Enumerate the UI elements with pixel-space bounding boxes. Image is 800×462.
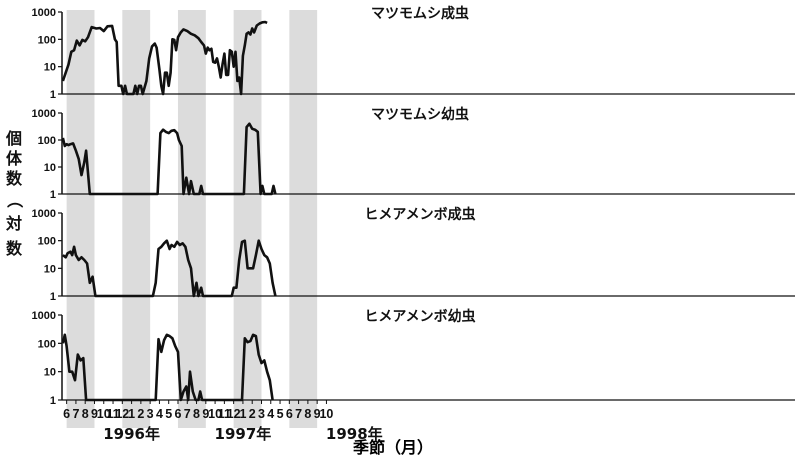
- series-line: [61, 122, 277, 196]
- y-tick-label: 10: [44, 263, 56, 275]
- x-tick-label: 9: [91, 407, 98, 421]
- panel-4: 1 10 100 1000 ヒメアメンボ幼虫: [32, 308, 795, 407]
- series-line: [62, 239, 277, 298]
- shaded-band: [177, 10, 206, 428]
- y-tick-label: 1: [50, 89, 56, 101]
- y-tick-label: 1000: [32, 108, 56, 120]
- panel-title: マツモムシ幼虫: [371, 106, 469, 123]
- x-tick-label: 12: [227, 407, 241, 421]
- x-tick-label: 10: [97, 407, 111, 421]
- y-tick-label: 10: [44, 62, 56, 74]
- series-line: [61, 20, 268, 96]
- series-line: [61, 333, 274, 402]
- y-tick-label: 100: [38, 236, 56, 248]
- y-axis-title: 個体数（対数）: [5, 129, 24, 258]
- y-tick-label: 10: [44, 162, 56, 174]
- x-tick-label: 12: [115, 407, 129, 421]
- x-tick-label: 7: [72, 407, 79, 421]
- y-axis-title-char: 数: [6, 169, 23, 188]
- shaded-band: [289, 10, 318, 428]
- x-tick-label: 5: [165, 407, 172, 421]
- x-tick-label: 2: [137, 407, 144, 421]
- panel-title: ヒメアメンボ成虫: [364, 206, 475, 223]
- panel-title: ヒメアメンボ幼虫: [364, 308, 475, 325]
- y-tick-label: 1: [50, 291, 56, 303]
- chart-panels: 1 10 100 1000 マツモムシ成虫 1 10 100 1000 マツモムシ幼虫 1 10 100…: [32, 5, 795, 407]
- year-label: 1997年: [215, 425, 272, 443]
- y-tick-label: 1000: [32, 7, 56, 19]
- x-tick-label: 3: [258, 407, 265, 421]
- y-tick-label: 100: [38, 338, 56, 350]
- x-tick-label: 9: [314, 407, 321, 421]
- panel-title: マツモムシ成虫: [371, 5, 469, 22]
- shaded-band: [66, 10, 95, 428]
- y-axis-title-char: 対: [5, 214, 22, 233]
- y-tick-label: 100: [38, 135, 56, 147]
- y-tick-label: 1: [50, 395, 56, 407]
- y-tick-label: 10: [44, 367, 56, 379]
- x-tick-label: 8: [82, 407, 89, 421]
- x-tick-label: 2: [249, 407, 256, 421]
- x-tick-label: 4: [156, 407, 163, 421]
- x-tick-label: 11: [218, 407, 231, 421]
- x-tick-label: 7: [184, 407, 191, 421]
- year-label: 1996年: [103, 425, 160, 443]
- x-tick-label: 6: [286, 407, 293, 421]
- x-tick-label: 10: [208, 407, 222, 421]
- x-tick-label: 10: [319, 407, 333, 421]
- x-tick-label: 5: [277, 407, 284, 421]
- panel-2: 1 10 100 1000 マツモムシ幼虫: [32, 106, 795, 201]
- x-tick-label: 1: [239, 407, 246, 421]
- x-tick-label: 8: [193, 407, 200, 421]
- x-tick-label: 9: [202, 407, 209, 421]
- panel-1: 1 10 100 1000 マツモムシ成虫: [32, 5, 795, 101]
- x-tick-label: 8: [304, 407, 311, 421]
- x-tick-label: 4: [267, 407, 274, 421]
- x-tick-label: 6: [63, 407, 70, 421]
- shaded-season-bands: [66, 10, 318, 428]
- year-label: 1998年: [326, 425, 383, 443]
- shaded-band: [122, 10, 151, 428]
- y-tick-label: 1000: [32, 208, 56, 220]
- y-tick-label: 100: [38, 34, 56, 46]
- y-axis-title-char: 体: [6, 149, 23, 168]
- x-tick-label: 6: [175, 407, 182, 421]
- y-tick-label: 1: [50, 189, 56, 201]
- x-axis-title: 季節（月）: [352, 438, 433, 457]
- y-axis-title-char: 個: [5, 129, 22, 148]
- x-tick-label: 1: [128, 407, 135, 421]
- x-tick-label: 11: [106, 407, 119, 421]
- y-axis-title-char: 数: [6, 239, 23, 258]
- y-tick-label: 1000: [32, 310, 56, 322]
- x-tick-label: 3: [147, 407, 154, 421]
- y-axis-title-char: （: [5, 192, 24, 208]
- panel-3: 1 10 100 1000 ヒメアメンボ成虫: [32, 206, 795, 303]
- x-tick-label: 7: [295, 407, 302, 421]
